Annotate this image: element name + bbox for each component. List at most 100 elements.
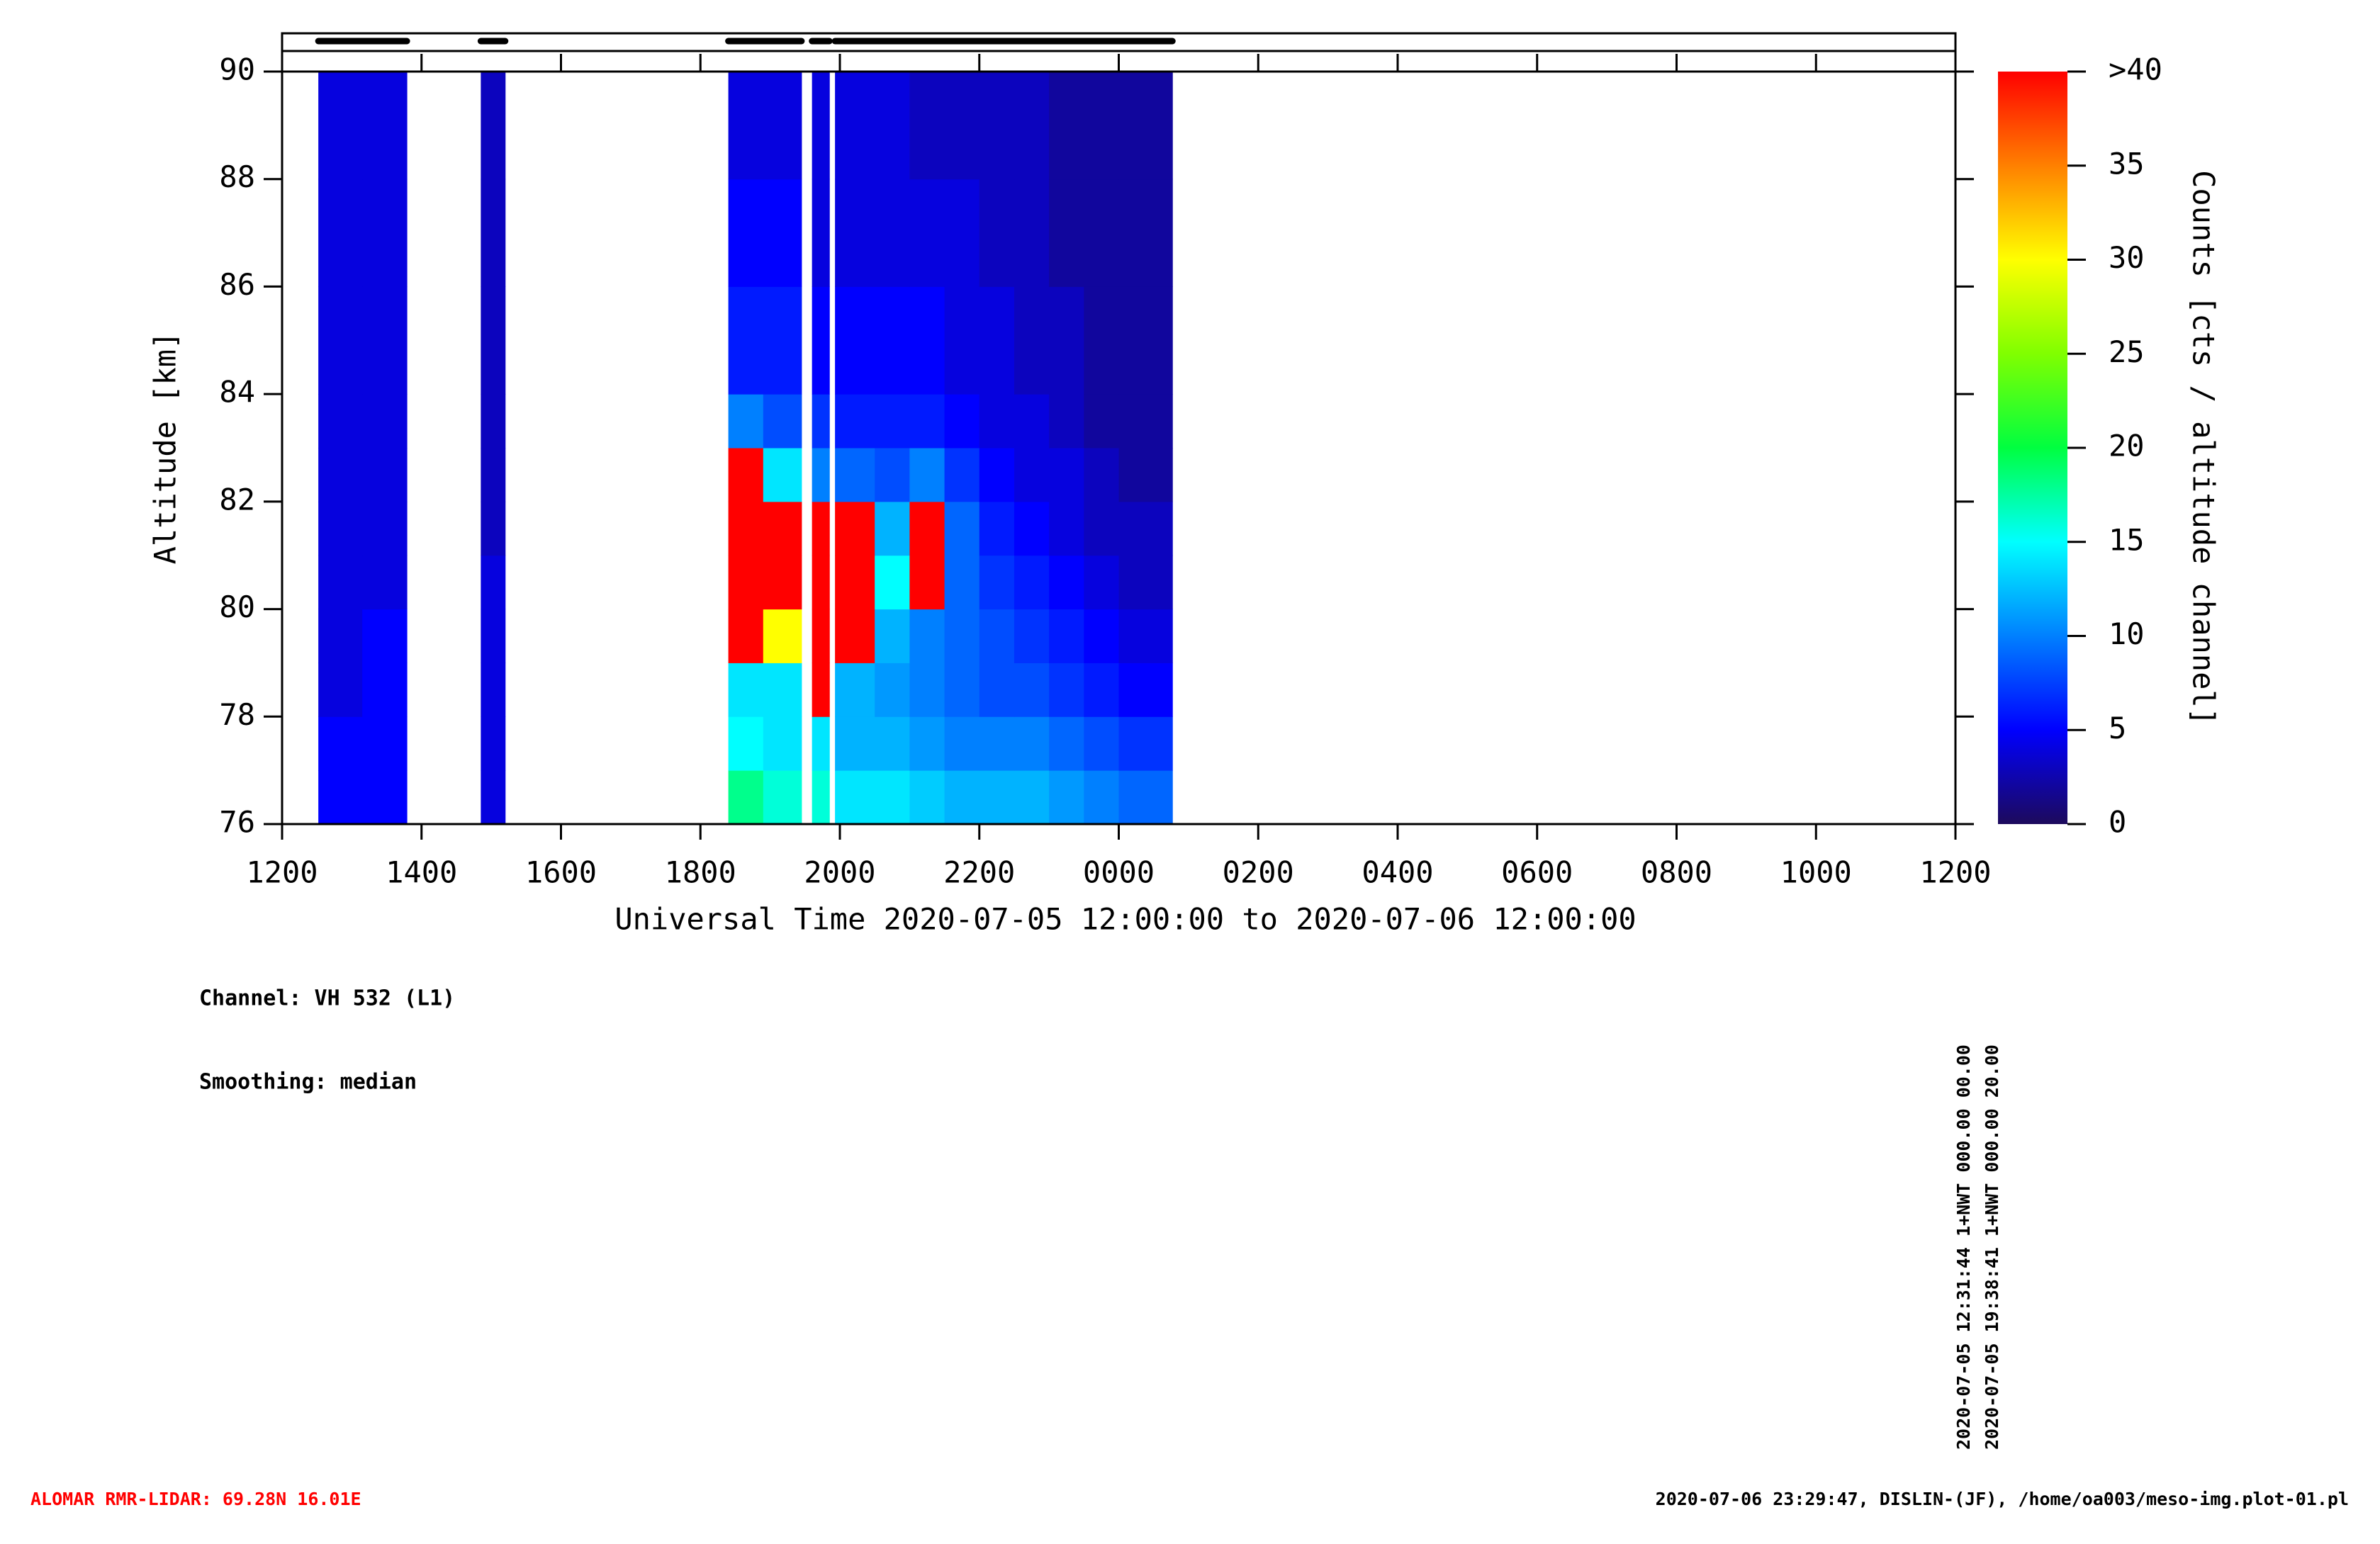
heatmap-cell xyxy=(481,770,506,825)
y-tick-label: 82 xyxy=(219,482,255,517)
heatmap-cell xyxy=(481,72,506,180)
heatmap-cell xyxy=(909,179,945,287)
heatmap-cell xyxy=(979,448,1015,502)
x-tick-label: 1600 xyxy=(525,855,597,890)
heatmap-cell xyxy=(728,448,764,502)
annotation: Smoothing: median xyxy=(199,1070,417,1095)
x-tick-label: 1000 xyxy=(1780,855,1852,890)
heatmap-cell xyxy=(875,663,910,717)
colorbar-tick-label: 10 xyxy=(2109,616,2145,651)
heatmap-cell xyxy=(979,663,1015,717)
heatmap-cell xyxy=(763,286,802,395)
heatmap-cell xyxy=(875,716,910,771)
heatmap-cell xyxy=(318,663,363,717)
heatmap-cell xyxy=(1014,770,1050,825)
heatmap-cell xyxy=(318,716,363,771)
heatmap-cell xyxy=(1014,716,1050,771)
heatmap-cell xyxy=(1014,72,1050,180)
heatmap-cell xyxy=(362,609,408,663)
heatmap-cell xyxy=(1118,72,1173,180)
x-tick-label: 0200 xyxy=(1223,855,1294,890)
heatmap-cell xyxy=(944,770,980,825)
heatmap-cell xyxy=(812,394,830,449)
heatmap-cell xyxy=(1118,501,1173,556)
heatmap-cell xyxy=(812,72,830,180)
heatmap-cell xyxy=(1049,72,1084,180)
heatmap-cell xyxy=(979,501,1015,556)
heatmap-cell xyxy=(1084,448,1119,502)
heatmap-cell xyxy=(362,663,408,717)
file-note: 2020-07-05 12:31:44 1+NWT 000.00 00.00 xyxy=(1953,1044,1974,1450)
heatmap-cell xyxy=(909,609,945,663)
x-tick-label: 2200 xyxy=(943,855,1015,890)
heatmap-cell xyxy=(362,394,408,449)
heatmap-cell xyxy=(944,179,980,287)
heatmap-cell xyxy=(1014,555,1050,610)
heatmap-cell xyxy=(909,716,945,771)
x-tick-label: 1400 xyxy=(386,855,457,890)
heatmap-cell xyxy=(944,716,980,771)
heatmap-cell xyxy=(944,72,980,180)
heatmap-cell xyxy=(835,501,875,556)
x-tick-label: 0600 xyxy=(1501,855,1573,890)
heatmap-cell xyxy=(318,179,363,287)
heatmap-cell xyxy=(362,72,408,180)
heatmap-cell xyxy=(318,394,363,449)
heatmap-cell xyxy=(812,770,830,825)
heatmap-cell xyxy=(979,770,1015,825)
colorbar-tick-label: >40 xyxy=(2109,52,2162,87)
heatmap-cell xyxy=(763,716,802,771)
colorbar xyxy=(1998,72,2067,824)
y-tick-label: 76 xyxy=(219,805,255,840)
heatmap-cell xyxy=(763,179,802,287)
heatmap-cell xyxy=(909,394,945,449)
colorbar-tick-label: 30 xyxy=(2109,240,2145,275)
heatmap-cell xyxy=(1014,448,1050,502)
x-tick-label: 2000 xyxy=(804,855,875,890)
heatmap-cell xyxy=(481,716,506,771)
heatmap-cell xyxy=(835,555,875,610)
heatmap-cell xyxy=(944,555,980,610)
y-tick-label: 90 xyxy=(219,52,255,87)
y-tick-label: 84 xyxy=(219,375,255,410)
x-tick-label: 0000 xyxy=(1083,855,1155,890)
heatmap-cell xyxy=(481,179,506,287)
heatmap-cell xyxy=(763,663,802,717)
heatmap-cell xyxy=(1118,770,1173,825)
heatmap-cell xyxy=(909,501,945,556)
heatmap-cell xyxy=(1118,394,1173,449)
heatmap-cell xyxy=(812,555,830,610)
heatmap-cell xyxy=(481,448,506,502)
heatmap-cell xyxy=(763,501,802,556)
y-tick-label: 78 xyxy=(219,697,255,732)
heatmap-cell xyxy=(763,770,802,825)
heatmap-cell xyxy=(944,663,980,717)
heatmap-cell xyxy=(909,286,945,395)
heatmap-cell xyxy=(481,394,506,449)
heatmap-cell xyxy=(875,770,910,825)
footer-right: 2020-07-06 23:29:47, DISLIN-(JF), /home/… xyxy=(1656,1489,2349,1509)
heatmap-cell xyxy=(812,286,830,395)
heatmap-cell xyxy=(979,179,1015,287)
colorbar-tick-label: 15 xyxy=(2109,522,2145,557)
heatmap-cell xyxy=(1014,663,1050,717)
heatmap-cell xyxy=(763,448,802,502)
heatmap-cell xyxy=(1118,179,1173,287)
heatmap-cell xyxy=(318,555,363,610)
x-tick-label: 0800 xyxy=(1641,855,1712,890)
heatmap-cell xyxy=(728,286,764,395)
heatmap-cell xyxy=(318,72,363,180)
heatmap-cell xyxy=(481,501,506,556)
heatmap-cell xyxy=(875,501,910,556)
heatmap-cell xyxy=(944,501,980,556)
heatmap-cell xyxy=(1084,663,1119,717)
heatmap-cell xyxy=(1118,286,1173,395)
heatmap-cell xyxy=(979,555,1015,610)
heatmap-cell xyxy=(763,394,802,449)
heatmap-cell xyxy=(812,179,830,287)
heatmap-cell xyxy=(835,716,875,771)
file-note: 2020-07-05 19:38:41 1+NWT 000.00 20.00 xyxy=(1982,1044,2002,1450)
colorbar-tick-label: 25 xyxy=(2109,334,2145,369)
heatmap-cell xyxy=(944,448,980,502)
x-tick-label: 1200 xyxy=(1919,855,1991,890)
